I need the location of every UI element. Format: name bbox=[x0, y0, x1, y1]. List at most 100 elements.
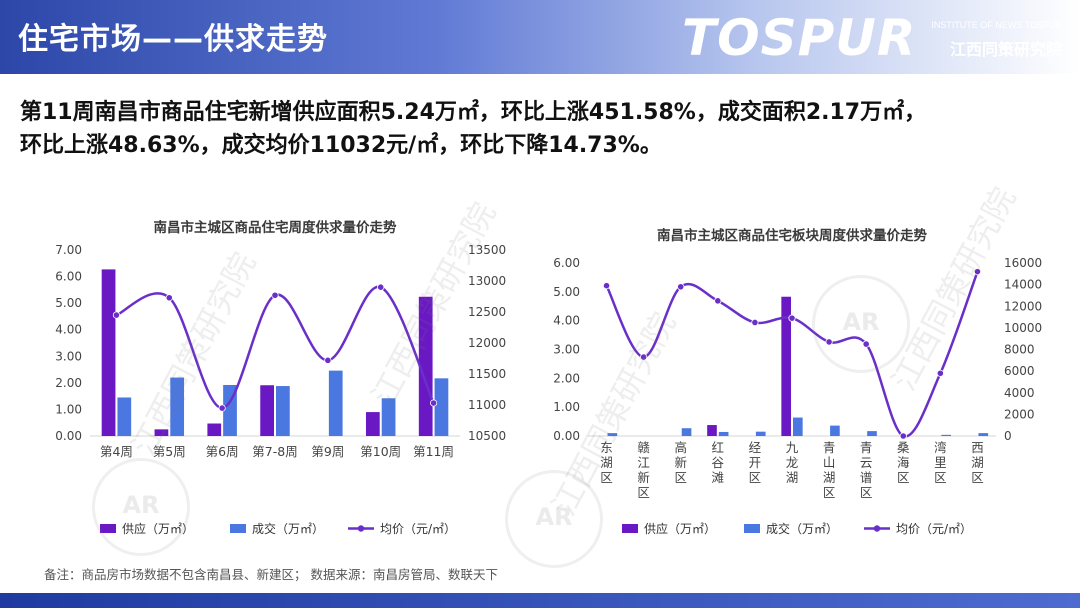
x-tick-label: 西 bbox=[971, 440, 984, 455]
deal-bar bbox=[978, 433, 989, 436]
supply-bar bbox=[101, 269, 116, 436]
y-right-tick-label: 14000 bbox=[1004, 278, 1042, 292]
x-tick-label: 新 bbox=[674, 455, 687, 470]
y-left-tick-label: 0.00 bbox=[553, 429, 580, 443]
y-right-tick-label: 13000 bbox=[468, 274, 506, 288]
y-right-tick-label: 12000 bbox=[468, 336, 506, 350]
price-point bbox=[602, 282, 611, 290]
summary-text: 第11周南昌市商品住宅新增供应面积5.24万㎡，环比上涨451.58%，成交面积… bbox=[20, 96, 1080, 162]
x-tick-label: 湖 bbox=[823, 470, 836, 485]
x-tick-label: 区 bbox=[637, 485, 650, 500]
y-right-tick-label: 16000 bbox=[1004, 256, 1042, 270]
price-point bbox=[271, 291, 279, 299]
watermark-seal: AR bbox=[505, 470, 603, 568]
supply-bar bbox=[418, 296, 433, 436]
deal-bar bbox=[381, 398, 396, 436]
deal-bar bbox=[607, 433, 618, 436]
x-tick-label: 山 bbox=[823, 455, 836, 470]
price-point bbox=[377, 283, 385, 291]
y-right-tick-label: 11500 bbox=[468, 367, 506, 381]
summary-line-2: 环比上涨48.63%，成交均价11032元/㎡，环比下降14.73%。 bbox=[20, 133, 662, 158]
x-tick-label: 第5周 bbox=[153, 444, 186, 459]
deal-bar bbox=[434, 378, 449, 436]
price-point bbox=[218, 404, 226, 412]
x-tick-label: 第4周 bbox=[100, 444, 133, 459]
y-left-tick-label: 1.00 bbox=[55, 402, 82, 416]
y-right-tick-label: 10000 bbox=[1004, 321, 1042, 335]
legend-swatch bbox=[230, 524, 246, 533]
legend-label: 供应（万㎡） bbox=[644, 521, 716, 536]
legend-label: 成交（万㎡） bbox=[252, 521, 324, 536]
deal-bar bbox=[718, 431, 729, 436]
y-right-tick-label: 2000 bbox=[1004, 407, 1035, 421]
footnote: 备注：商品房市场数据不包含南昌县、新建区； 数据来源：南昌房管局、数联天下 bbox=[44, 567, 498, 582]
deal-bar bbox=[867, 431, 877, 436]
seal-text: AR bbox=[842, 308, 880, 336]
deal-bar bbox=[793, 417, 803, 436]
x-tick-label: 龙 bbox=[786, 455, 799, 470]
x-tick-label: 经 bbox=[749, 440, 762, 455]
price-point bbox=[751, 318, 759, 327]
deal-bar bbox=[276, 386, 290, 436]
price-point bbox=[714, 297, 722, 305]
x-tick-label: 第6周 bbox=[206, 444, 239, 459]
chart-title: 南昌市主城区商品住宅周度供求量价走势 bbox=[154, 219, 397, 236]
y-left-tick-label: 2.00 bbox=[55, 376, 82, 390]
price-point bbox=[936, 369, 944, 377]
deal-bar bbox=[681, 428, 692, 436]
x-tick-label: 湾 bbox=[934, 440, 947, 455]
x-tick-label: 第9周 bbox=[311, 444, 344, 459]
y-left-tick-label: 6.00 bbox=[553, 256, 580, 270]
logo-wordmark: TOSPUR bbox=[682, 9, 917, 67]
y-right-tick-label: 12500 bbox=[468, 305, 506, 319]
x-tick-label: 区 bbox=[971, 470, 984, 485]
x-tick-label: 区 bbox=[600, 470, 613, 485]
seal-text: AR bbox=[535, 503, 573, 531]
y-right-tick-label: 6000 bbox=[1004, 364, 1035, 378]
chart-title: 南昌市主城区商品住宅板块周度供求量价走势 bbox=[657, 227, 927, 244]
watermark-seal: AR bbox=[812, 275, 910, 373]
y-right-tick-label: 8000 bbox=[1004, 343, 1035, 357]
x-tick-label: 区 bbox=[823, 485, 836, 500]
supply-bar bbox=[260, 385, 274, 436]
y-left-tick-label: 3.00 bbox=[55, 349, 82, 363]
x-tick-label: 红 bbox=[712, 440, 725, 455]
x-tick-label: 湖 bbox=[600, 455, 613, 470]
deal-bar bbox=[328, 370, 343, 436]
x-tick-label: 高 bbox=[674, 440, 687, 455]
y-right-tick-label: 4000 bbox=[1004, 386, 1035, 400]
price-point bbox=[165, 294, 173, 302]
x-tick-label: 新 bbox=[637, 470, 650, 485]
district-supply-demand-chart: 南昌市主城区商品住宅板块周度供求量价走势 0.00 1.00 2.00 3.00 4.00… bbox=[553, 227, 1042, 536]
x-tick-label: 青 bbox=[823, 440, 836, 455]
x-tick-label: 海 bbox=[897, 455, 910, 470]
legend-label: 均价（元/㎡） bbox=[380, 522, 456, 536]
footer-bar bbox=[0, 593, 1080, 608]
summary-line-1: 第11周南昌市商品住宅新增供应面积5.24万㎡，环比上涨451.58%，成交面积… bbox=[20, 100, 927, 125]
legend-label: 均价（元/㎡） bbox=[896, 522, 972, 536]
deal-bar bbox=[830, 425, 840, 436]
x-tick-label: 谷 bbox=[712, 455, 725, 470]
y-left-tick-label: 4.00 bbox=[553, 314, 580, 328]
x-tick-label: 开 bbox=[749, 455, 762, 470]
supply-bar bbox=[154, 429, 169, 436]
price-line bbox=[605, 271, 979, 438]
y-left-tick-label: 0.00 bbox=[55, 429, 82, 443]
x-tick-label: 东 bbox=[600, 440, 613, 455]
price-point bbox=[788, 314, 796, 322]
deal-bar bbox=[117, 397, 132, 436]
x-tick-label: 第7-8周 bbox=[252, 444, 297, 459]
y-right-tick-label: 12000 bbox=[1004, 299, 1042, 313]
deal-bar bbox=[941, 434, 952, 436]
watermark-seal: AR bbox=[92, 458, 190, 556]
price-point bbox=[973, 268, 982, 276]
logo-subtitle-en: INSTITUTE OF NEWS TOSPUR bbox=[931, 20, 1062, 30]
price-point bbox=[640, 353, 648, 361]
x-tick-label: 第10周 bbox=[360, 444, 401, 459]
x-tick-label: 湖 bbox=[786, 470, 799, 485]
y-left-tick-label: 7.00 bbox=[55, 243, 82, 257]
y-right-tick-label: 11000 bbox=[468, 398, 506, 412]
supply-bar bbox=[707, 425, 717, 436]
y-left-tick-label: 2.00 bbox=[553, 371, 580, 385]
x-tick-label: 区 bbox=[897, 470, 910, 485]
